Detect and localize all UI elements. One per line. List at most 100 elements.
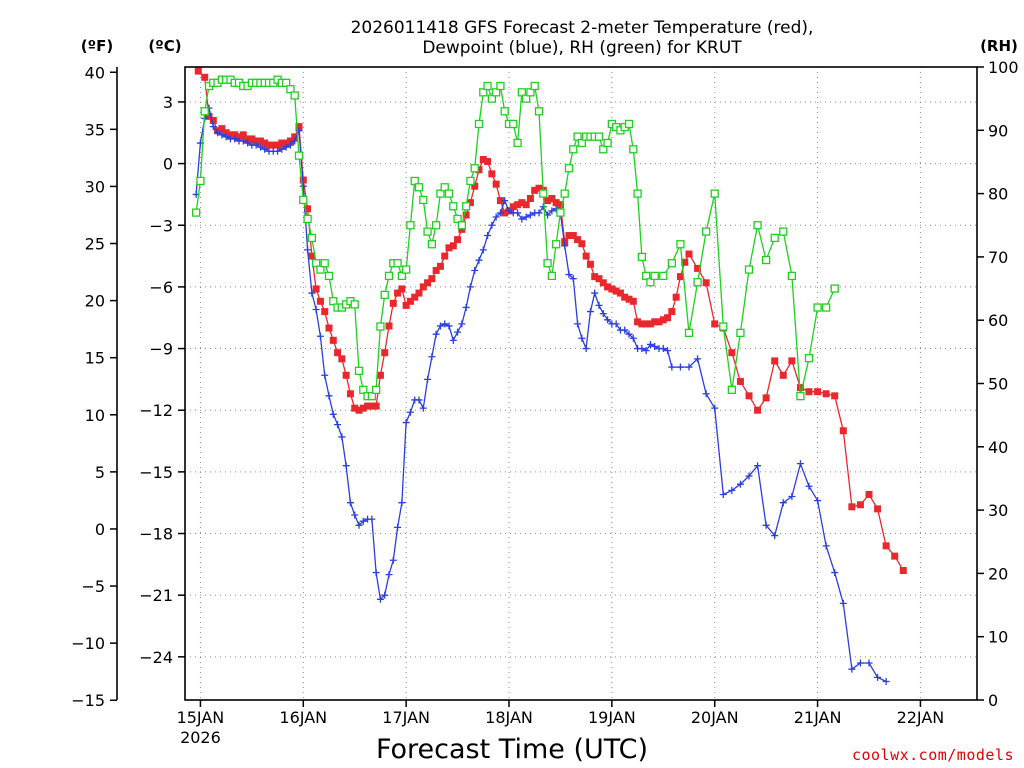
rh-point bbox=[401, 265, 411, 274]
temperature-point bbox=[462, 211, 470, 219]
dewpoint-point bbox=[381, 591, 389, 599]
rh-point bbox=[491, 88, 501, 97]
fahrenheit-tick-label: 35 bbox=[85, 120, 105, 139]
dewpoint-point bbox=[428, 353, 436, 361]
rh-point bbox=[633, 189, 642, 198]
rh-point bbox=[573, 132, 582, 141]
rh-point bbox=[637, 252, 647, 262]
chart-title-line2: Dewpoint (blue), RH (green) for KRUT bbox=[422, 38, 742, 58]
rh-point bbox=[521, 94, 531, 103]
dewpoint-point bbox=[814, 497, 822, 505]
dewpoint-point bbox=[779, 499, 787, 507]
rh-point bbox=[281, 78, 291, 87]
dewpoint-point bbox=[664, 347, 672, 355]
temperature-point bbox=[201, 73, 209, 81]
temperature-point bbox=[642, 320, 650, 328]
rh-point bbox=[727, 385, 737, 394]
dewpoint-point bbox=[239, 137, 247, 145]
dewpoint-point bbox=[355, 521, 363, 529]
temperature-point bbox=[805, 388, 813, 396]
dewpoint-point bbox=[539, 203, 547, 211]
rh-point bbox=[753, 221, 762, 230]
rh-point bbox=[556, 208, 565, 217]
rh-point bbox=[813, 303, 822, 312]
rh-point bbox=[719, 322, 728, 331]
temperature-point bbox=[194, 67, 202, 75]
rh-point bbox=[603, 138, 612, 148]
rh-point bbox=[770, 233, 779, 243]
dewpoint-point bbox=[745, 472, 753, 480]
dewpoint-point bbox=[385, 571, 393, 579]
temperature-point bbox=[248, 135, 256, 143]
rh-point bbox=[534, 107, 544, 116]
dewpoint-point bbox=[578, 334, 586, 342]
rh-point bbox=[414, 183, 424, 192]
temperature-point bbox=[479, 155, 487, 163]
dewpoint-point bbox=[316, 332, 324, 340]
temperature-point bbox=[449, 242, 457, 250]
x-tick-label: 20JAN bbox=[691, 708, 739, 727]
dewpoint-point bbox=[518, 215, 526, 223]
series-temperature bbox=[194, 67, 907, 575]
dewpoint-point bbox=[574, 320, 582, 328]
rh-point bbox=[744, 265, 754, 274]
dewpoint-point bbox=[454, 328, 462, 336]
temperature-point bbox=[372, 402, 380, 410]
temperature-point bbox=[325, 324, 333, 332]
rh-point bbox=[830, 284, 839, 293]
dewpoint-point bbox=[325, 392, 333, 400]
temperature-point bbox=[471, 182, 479, 190]
dewpoint-point bbox=[252, 141, 260, 149]
rh-point bbox=[569, 145, 578, 154]
temperature-point bbox=[612, 287, 620, 295]
dewpoint-point bbox=[638, 345, 646, 353]
fahrenheit-tick-label: 25 bbox=[85, 235, 105, 254]
dewpoint-point bbox=[874, 673, 882, 681]
series-dewpoint bbox=[192, 104, 890, 686]
rh-point bbox=[316, 265, 325, 274]
temperature-point bbox=[565, 232, 573, 240]
rh-point bbox=[667, 259, 677, 268]
temperature-point bbox=[822, 390, 830, 398]
dewpoint-point bbox=[514, 209, 522, 217]
dewpoint-point bbox=[419, 404, 427, 412]
rh-point bbox=[431, 221, 441, 230]
x-tick-label: 21JAN bbox=[794, 708, 842, 727]
temperature-point bbox=[582, 252, 590, 260]
temperature-point bbox=[406, 297, 414, 305]
temperature-point bbox=[702, 279, 710, 287]
dewpoint-point bbox=[304, 246, 312, 254]
rh-tick-label: 50 bbox=[988, 375, 1008, 394]
rh-point bbox=[299, 195, 308, 205]
dewpoint-point bbox=[278, 145, 286, 153]
temperature-point bbox=[304, 205, 312, 213]
rh-point bbox=[509, 119, 518, 129]
credit-link[interactable]: coolwx.com/models bbox=[852, 746, 1014, 764]
dewpoint-point bbox=[659, 345, 667, 353]
rh-point bbox=[397, 271, 407, 281]
temperature-point bbox=[578, 240, 586, 248]
dewpoint-point bbox=[398, 499, 406, 507]
temperature-point bbox=[599, 279, 607, 287]
rh-point bbox=[393, 259, 402, 268]
rh-point bbox=[543, 259, 552, 268]
fahrenheit-tick-label: 30 bbox=[85, 177, 105, 196]
rh-tick-label: 10 bbox=[988, 628, 1008, 647]
dewpoint-point bbox=[484, 232, 492, 240]
temperature-point bbox=[488, 170, 496, 178]
dewpoint-point bbox=[372, 569, 380, 577]
temperature-point bbox=[655, 318, 663, 326]
temperature-point bbox=[874, 505, 882, 513]
rh-point bbox=[761, 255, 771, 265]
dewpoint-point bbox=[346, 499, 354, 507]
x-axis-title: Forecast Time (UTC) bbox=[376, 734, 648, 765]
rh-point bbox=[376, 322, 385, 331]
temperature-point bbox=[664, 314, 672, 322]
temperature-point bbox=[621, 293, 629, 301]
temperature-point bbox=[265, 141, 273, 149]
temperature-point bbox=[779, 371, 787, 379]
temperature-point bbox=[389, 299, 397, 307]
temperature-point bbox=[312, 285, 320, 293]
rh-point bbox=[196, 176, 205, 186]
